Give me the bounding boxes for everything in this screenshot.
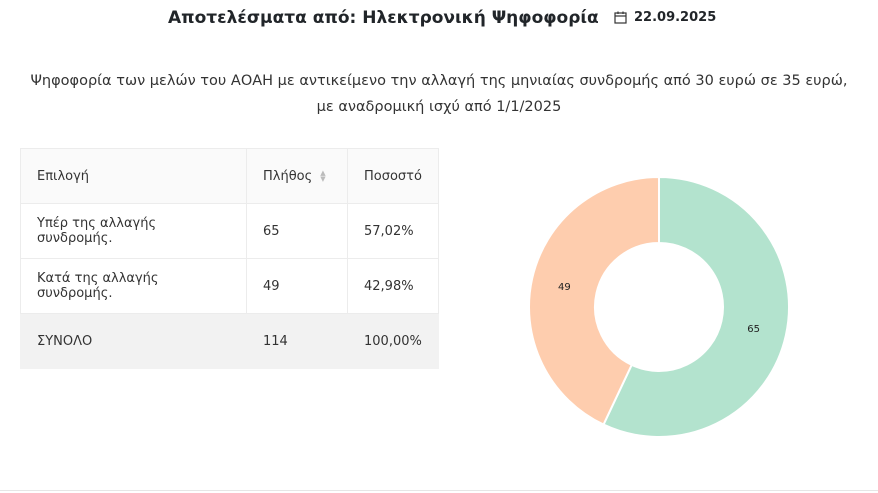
cell-percent: 42,98% [347, 258, 439, 314]
date-text: 22.09.2025 [634, 10, 717, 25]
description-line: με αναδρομική ισχύ από 1/1/2025 [316, 99, 562, 115]
data-label: 49 [558, 282, 571, 293]
cell-count: 114 [246, 313, 348, 369]
calendar-icon [614, 11, 627, 24]
cell-percent: 100,00% [347, 313, 439, 369]
header-option: Επιλογή [20, 148, 247, 204]
table-row: Κατά της αλλαγής συνδρομής. 49 42,98% [20, 258, 439, 314]
cell-option: Υπέρ της αλλαγής συνδρομής. [20, 203, 247, 259]
cell-percent: 57,02% [347, 203, 439, 259]
donut-slice[interactable] [602, 175, 790, 438]
cell-count: 49 [246, 258, 348, 314]
header-count[interactable]: Πλήθος ▲ ▼ [246, 148, 348, 204]
header-count-label: Πλήθος [263, 168, 313, 184]
cell-option: ΣΥΝΟΛΟ [20, 313, 247, 369]
page-title: Αποτελέσματα από: Ηλεκτρονική Ψηφοφορία [168, 8, 599, 28]
total-row: ΣΥΝΟΛΟ 114 100,00% [20, 313, 439, 369]
date: 22.09.2025 [614, 10, 716, 25]
cell-option: Κατά της αλλαγής συνδρομής. [20, 258, 247, 314]
table-header-row: Επιλογή Πλήθος ▲ ▼ Ποσοστό [20, 148, 439, 204]
description-line: Ψηφοφορία των μελών του ΑΟΑΗ με αντικείμ… [30, 73, 848, 89]
divider [0, 490, 878, 491]
donut-slice[interactable] [528, 175, 660, 426]
header-percent: Ποσοστό [347, 148, 439, 204]
data-label: 65 [747, 324, 760, 335]
results-table: Επιλογή Πλήθος ▲ ▼ Ποσοστό Υπέρ της αλλαγή… [20, 148, 439, 369]
sort-icon[interactable]: ▲ ▼ [320, 169, 326, 183]
description: Ψηφοφορία των μελών του ΑΟΑΗ με αντικείμ… [0, 68, 878, 120]
table-row: Υπέρ της αλλαγής συνδρομής. 65 57,02% [20, 203, 439, 259]
